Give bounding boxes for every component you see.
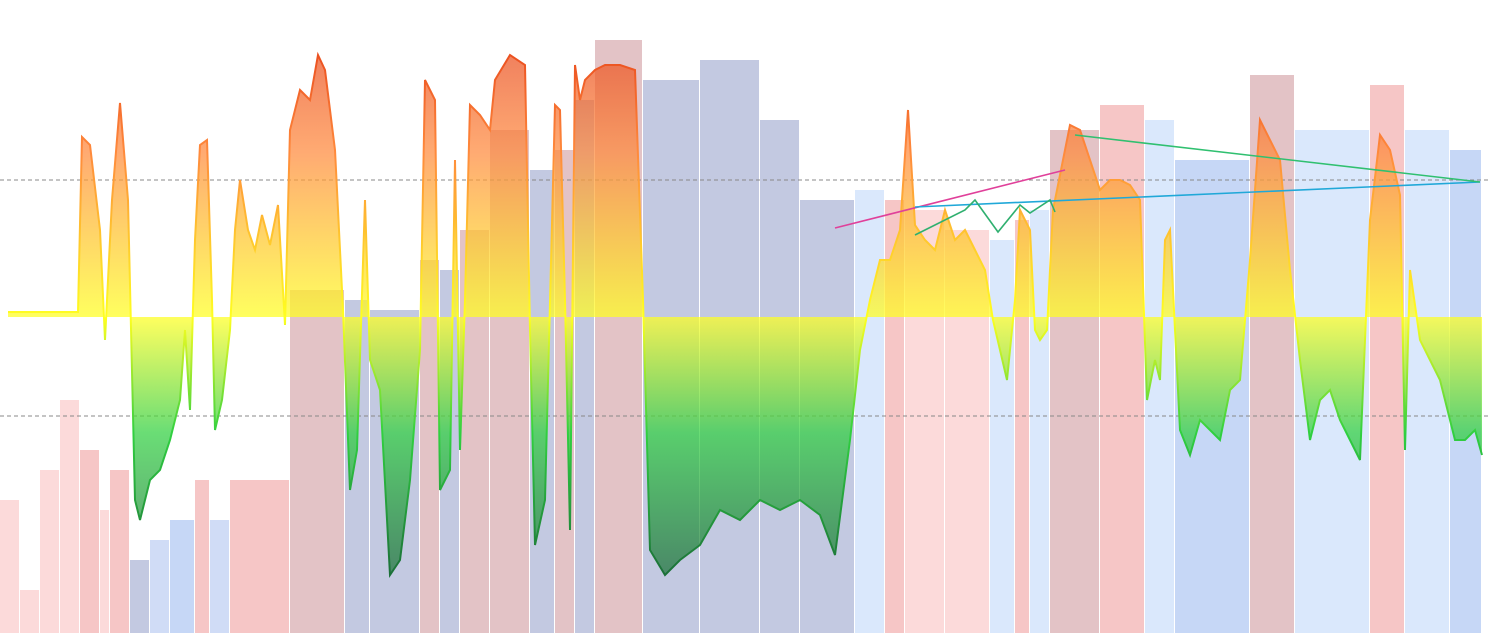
trend-line <box>914 198 1056 236</box>
background-column <box>100 510 109 633</box>
background-column <box>170 520 194 633</box>
oscillator-area <box>8 55 1482 575</box>
trend-line <box>914 181 1481 208</box>
background-column <box>20 590 39 633</box>
background-column <box>1015 220 1029 633</box>
background-column <box>130 560 149 633</box>
background-column <box>420 260 439 633</box>
background-column <box>230 480 289 633</box>
background-column <box>80 450 99 633</box>
background-column <box>990 240 1014 633</box>
trend-line <box>834 169 1066 229</box>
background-column <box>210 520 229 633</box>
background-column <box>110 470 129 633</box>
background-column <box>150 540 169 633</box>
oscillator-line <box>8 51 1483 579</box>
background-column <box>0 500 19 633</box>
background-column <box>290 290 344 633</box>
background-column <box>40 470 59 633</box>
background-column <box>855 190 884 633</box>
background-column <box>195 480 209 633</box>
background-column <box>60 400 79 633</box>
trend-line <box>1074 134 1481 183</box>
